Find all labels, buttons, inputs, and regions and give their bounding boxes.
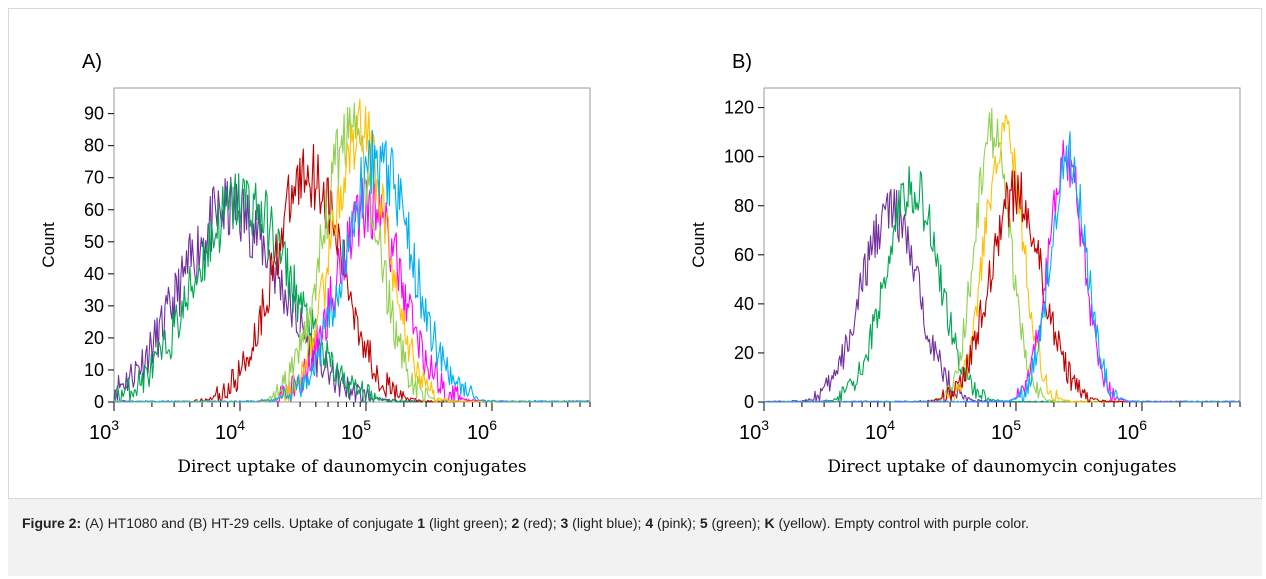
histogram-series-7 [113,129,590,403]
caption-text-part: (yellow). Empty control with purple colo… [774,515,1029,531]
x-tick-base: 10 [467,422,489,444]
caption-text: (A) HT1080 and (B) HT-29 cells. Uptake o… [81,515,1029,531]
x-tick-exponent: 6 [1139,417,1147,433]
y-tick-label: 60 [734,245,754,265]
x-tick-label: 105 [991,417,1021,444]
y-tick-label: 80 [84,136,104,156]
caption-compound-id: K [764,515,775,531]
x-tick-label: 104 [865,417,895,444]
y-axis-label: Count [689,222,708,268]
y-axis-label: Count [39,222,58,268]
x-tick-label: 104 [215,417,245,444]
x-axis-label: Direct uptake of daunomycin conjugates [177,457,526,477]
x-tick-base: 10 [739,422,761,444]
caption-compound-id: 3 [560,515,569,531]
x-tick-exponent: 4 [237,417,245,433]
x-axis-label: Direct uptake of daunomycin conjugates [827,457,1176,477]
x-tick-exponent: 5 [1013,417,1021,433]
caption-label: Figure 2: [22,515,82,531]
x-tick-exponent: 6 [489,417,497,433]
x-tick-label: 103 [739,417,769,444]
x-tick-base: 10 [991,422,1013,444]
x-tick-label: 103 [89,417,119,444]
x-tick-label: 106 [1117,417,1147,444]
caption-text-part: (light blue); [568,515,646,531]
histogram-series-3 [763,107,1240,403]
x-tick-exponent: 5 [363,417,371,433]
histogram-series-7 [763,131,1240,403]
caption-compound-id: 2 [511,515,520,531]
caption-text-part: (red); [519,515,561,531]
x-tick-base: 10 [1117,422,1139,444]
y-tick-label: 60 [84,200,104,220]
caption-text-part: (A) HT1080 and (B) HT-29 cells. Uptake o… [81,515,418,531]
caption-text-part: (green); [707,515,765,531]
x-tick-base: 10 [865,422,887,444]
y-tick-label: 70 [84,168,104,188]
caption-text-part: (pink); [653,515,700,531]
y-tick-label: 40 [734,294,754,314]
y-tick-label: 10 [84,360,104,380]
plot-frame [113,87,591,403]
y-tick-label: 20 [84,328,104,348]
figure-caption: Figure 2: (A) HT1080 and (B) HT-29 cells… [8,498,1262,576]
panel-label: A) [82,51,102,73]
histogram-series-2 [114,173,591,403]
y-tick-label: 120 [724,98,754,118]
x-tick-base: 10 [215,422,237,444]
histogram-series-2 [763,166,1240,403]
x-tick-label: 105 [341,417,371,444]
y-tick-label: 20 [734,343,754,363]
caption-text-part: (light green); [425,515,512,531]
caption-compound-id: 1 [417,515,426,531]
x-tick-label: 106 [467,417,497,444]
caption-compound-id: 5 [699,515,708,531]
figure-frame [8,8,1262,576]
x-tick-exponent: 3 [761,417,769,433]
y-tick-label: 50 [84,232,104,252]
y-tick-label: 100 [724,147,754,167]
x-tick-base: 10 [89,422,111,444]
y-tick-label: 0 [744,392,754,412]
y-tick-label: 80 [734,196,754,216]
histogram-series-6 [763,139,1241,403]
y-tick-label: 30 [84,296,104,316]
panel-label: B) [732,51,752,73]
y-tick-label: 0 [94,392,104,412]
x-tick-exponent: 4 [887,417,895,433]
y-tick-label: 40 [84,264,104,284]
histogram-series-5 [764,170,1241,403]
histogram-series-5 [113,102,591,403]
y-tick-label: 90 [84,104,104,124]
x-tick-base: 10 [341,422,363,444]
caption-compound-id: 4 [645,515,654,531]
x-tick-exponent: 3 [111,417,119,433]
